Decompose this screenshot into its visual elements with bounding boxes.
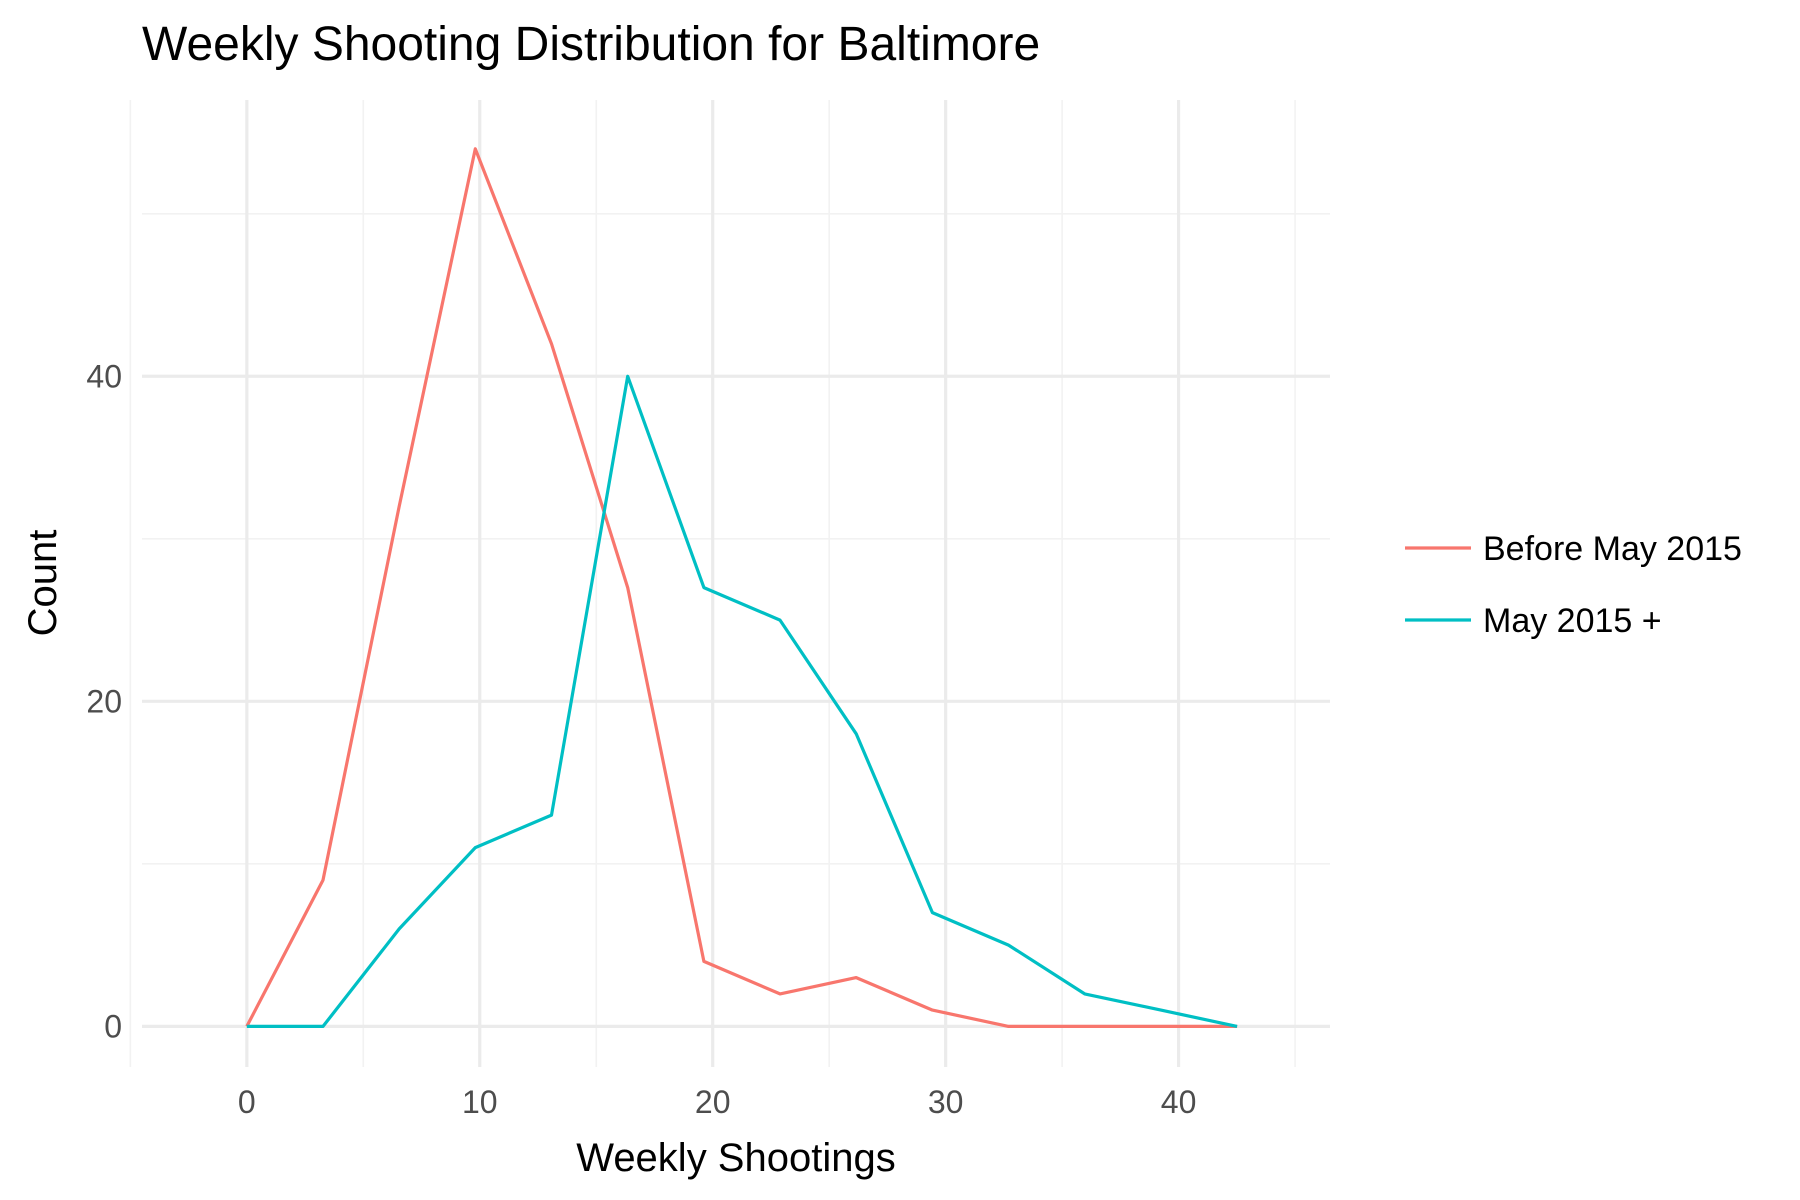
- y-tick-label: 20: [86, 683, 122, 719]
- grid: [129, 100, 1330, 1067]
- series-line-0: [245, 147, 1238, 1029]
- x-tick-label: 30: [928, 1084, 964, 1120]
- legend-label-1: May 2015 +: [1483, 602, 1662, 640]
- x-axis-ticks: 0 10 20 30 40: [238, 1084, 1196, 1120]
- series-lines: [245, 147, 1238, 1029]
- chart-title: Weekly Shooting Distribution for Baltimo…: [142, 18, 1040, 71]
- x-tick-label: 10: [462, 1084, 498, 1120]
- x-axis-title: Weekly Shootings: [576, 1136, 895, 1180]
- legend-label-0: Before May 2015: [1483, 530, 1742, 568]
- y-axis-title: Count: [21, 530, 65, 637]
- y-axis-ticks: 0 20 40: [86, 358, 122, 1044]
- x-tick-label: 40: [1161, 1084, 1197, 1120]
- legend: Before May 2015 May 2015 +: [1405, 530, 1742, 640]
- y-tick-label: 0: [104, 1008, 122, 1044]
- series-line-1: [246, 374, 1238, 1029]
- x-tick-label: 20: [695, 1084, 731, 1120]
- x-tick-label: 0: [238, 1084, 256, 1120]
- y-tick-label: 40: [86, 358, 122, 394]
